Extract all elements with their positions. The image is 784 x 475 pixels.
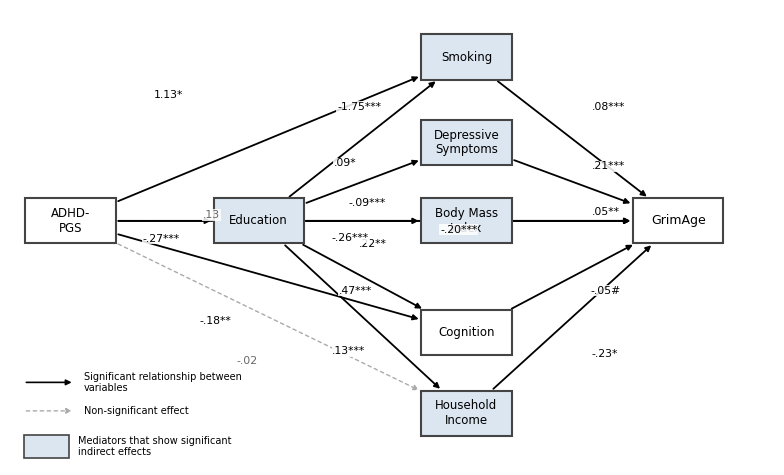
- Text: .21***: .21***: [592, 161, 625, 171]
- FancyBboxPatch shape: [422, 35, 511, 79]
- Text: -.02: -.02: [237, 356, 257, 366]
- Text: Cognition: Cognition: [438, 326, 495, 339]
- Text: .13***: .13***: [332, 346, 365, 357]
- Text: -.09***: -.09***: [348, 198, 386, 208]
- Text: Significant relationship between
variables: Significant relationship between variabl…: [84, 371, 241, 393]
- Text: -.26***: -.26***: [332, 233, 369, 243]
- Text: -.23*: -.23*: [592, 349, 619, 359]
- Text: -.20***: -.20***: [440, 225, 477, 235]
- FancyBboxPatch shape: [213, 199, 304, 243]
- FancyBboxPatch shape: [422, 120, 511, 165]
- Text: Depressive
Symptoms: Depressive Symptoms: [434, 129, 499, 156]
- Text: Smoking: Smoking: [441, 50, 492, 64]
- Text: .47***: .47***: [339, 285, 372, 296]
- FancyBboxPatch shape: [633, 199, 723, 243]
- Text: .22**: .22**: [358, 239, 387, 249]
- FancyBboxPatch shape: [422, 310, 511, 355]
- FancyBboxPatch shape: [422, 390, 511, 436]
- FancyBboxPatch shape: [25, 199, 116, 243]
- Text: Non-significant effect: Non-significant effect: [84, 406, 189, 416]
- Text: .09*: .09*: [334, 158, 356, 169]
- Text: -1.75***: -1.75***: [337, 102, 381, 112]
- Text: -.18**: -.18**: [200, 315, 231, 326]
- FancyBboxPatch shape: [24, 435, 69, 458]
- Text: .08***: .08***: [592, 102, 626, 112]
- Text: .13: .13: [203, 210, 220, 220]
- Text: GrimAge: GrimAge: [651, 214, 706, 228]
- Text: .05**: .05**: [592, 207, 620, 218]
- Text: Body Mass
Index: Body Mass Index: [435, 207, 498, 235]
- Text: Household
Income: Household Income: [435, 399, 498, 427]
- Text: -.05#: -.05#: [590, 285, 621, 296]
- Text: Education: Education: [230, 214, 288, 228]
- FancyBboxPatch shape: [422, 199, 511, 243]
- Text: ADHD-
PGS: ADHD- PGS: [51, 207, 90, 235]
- Text: 1.13*: 1.13*: [154, 90, 183, 100]
- Text: -.27***: -.27***: [142, 234, 180, 244]
- Text: Mediators that show significant
indirect effects: Mediators that show significant indirect…: [78, 436, 232, 457]
